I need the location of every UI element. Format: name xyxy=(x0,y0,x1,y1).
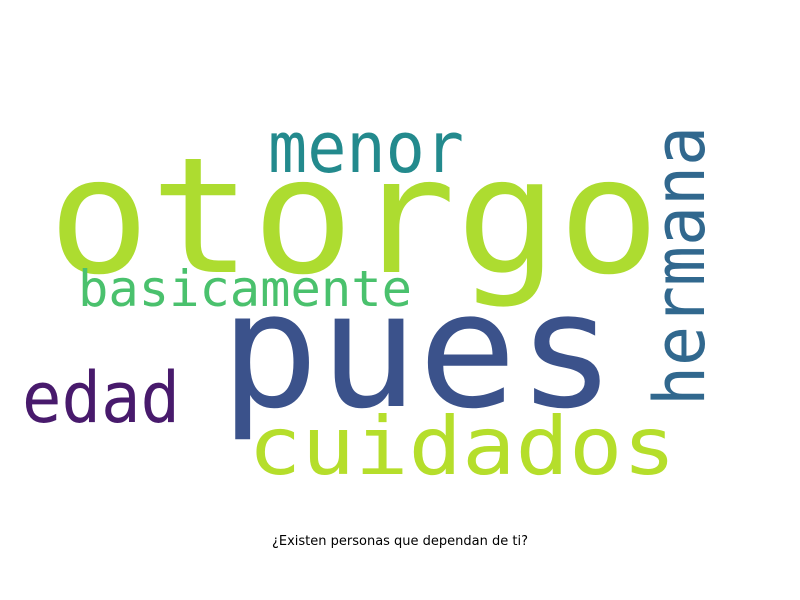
word-hermana: hermana xyxy=(639,126,721,406)
word-edad: edad xyxy=(22,357,180,439)
word-cuidados: cuidados xyxy=(248,400,676,493)
word-otorgo: otorgo xyxy=(48,123,660,310)
word-menor: menor xyxy=(268,107,464,189)
figure-caption: ¿Existen personas que dependan de ti? xyxy=(271,534,529,549)
word-pues: pues xyxy=(220,257,616,444)
word-basicamente: basicamente xyxy=(78,260,412,318)
